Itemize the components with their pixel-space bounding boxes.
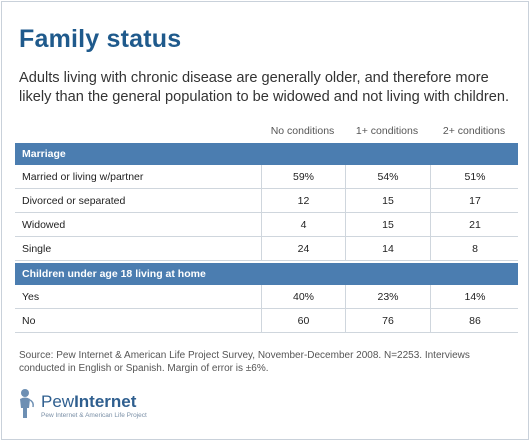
row-label: Yes [22, 291, 40, 303]
section-header-children: Children under age 18 living at home [15, 263, 518, 285]
person-icon [20, 389, 34, 418]
row-label: Single [22, 243, 52, 255]
row-label: Married or living w/partner [22, 171, 144, 183]
table-row: Widowed 4 15 21 [15, 213, 518, 237]
table-cell: 76 [345, 309, 430, 332]
page-subtitle: Adults living with chronic disease are g… [19, 70, 510, 105]
table-cell: 51% [430, 165, 519, 188]
logo-wordmark: PewInternet [41, 392, 136, 412]
logo-word-pew: Pew [41, 392, 75, 411]
column-header-1plus-conditions: 1+ conditions [355, 125, 419, 137]
table-cell: 21 [430, 213, 519, 236]
table-row: Yes 40% 23% 14% [15, 285, 518, 309]
table-cell: 40% [261, 285, 345, 308]
table-cell: 17 [430, 189, 519, 212]
page-title: Family status [19, 25, 182, 53]
table-row: Divorced or separated 12 15 17 [15, 189, 518, 213]
table-cell: 15 [345, 213, 430, 236]
table-row: Single 24 14 8 [15, 237, 518, 261]
column-header-no-conditions: No conditions [270, 125, 335, 137]
column-header-2plus-conditions: 2+ conditions [442, 125, 506, 137]
table-cell: 59% [261, 165, 345, 188]
table-cell: 60 [261, 309, 345, 332]
table-cell: 23% [345, 285, 430, 308]
row-label: Widowed [22, 219, 66, 231]
table-cell: 86 [430, 309, 519, 332]
table-cell: 54% [345, 165, 430, 188]
table-cell: 15 [345, 189, 430, 212]
row-label: Divorced or separated [22, 195, 126, 207]
section-header-marriage: Marriage [15, 143, 518, 165]
table-row: No 60 76 86 [15, 309, 518, 333]
logo-word-internet: Internet [74, 392, 137, 411]
table-cell: 4 [261, 213, 345, 236]
source-note: Source: Pew Internet & American Life Pro… [19, 350, 470, 374]
row-label: No [22, 315, 36, 327]
pew-internet-logo: PewInternet Pew Internet & American Life… [17, 388, 157, 424]
table-cell: 8 [430, 237, 519, 260]
table-cell: 14 [345, 237, 430, 260]
table-cell: 14% [430, 285, 519, 308]
table-cell: 12 [261, 189, 345, 212]
table-row: Married or living w/partner 59% 54% 51% [15, 165, 518, 189]
logo-tagline: Pew Internet & American Life Project [41, 412, 147, 419]
table-cell: 24 [261, 237, 345, 260]
